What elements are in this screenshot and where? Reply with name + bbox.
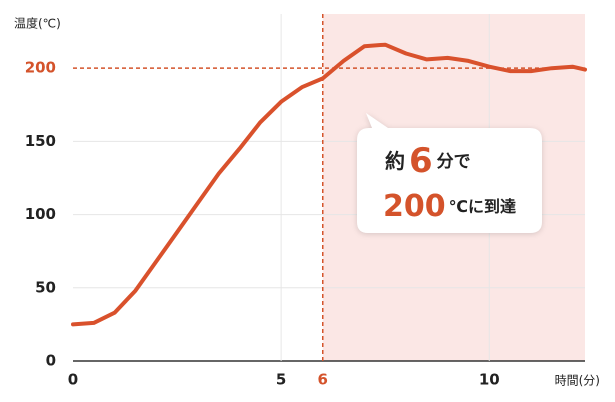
y-tick-label: 150 [25, 132, 56, 150]
y-tick-label: 100 [25, 205, 56, 223]
callout-text: 200 ℃に到達 [383, 189, 516, 224]
x-tick-label: 0 [68, 371, 78, 389]
callout: 約 6 分で 200 ℃に到達 [357, 113, 542, 233]
callout-part: 6 [409, 141, 433, 181]
y-axis-label: 温度(℃) [14, 16, 61, 31]
x-axis-label: 時間(分) [555, 374, 600, 388]
y-tick-label: 50 [35, 278, 56, 296]
callout-part: 約 [385, 149, 405, 173]
data-line [71, 42, 587, 327]
y-tick-label: 200 [25, 59, 56, 77]
x-tick-label: 6 [318, 371, 328, 389]
x-tick-label: 5 [276, 371, 286, 389]
callout-part: 200 [383, 189, 446, 224]
x-tick-label: 10 [479, 371, 500, 389]
callout-part: 分で [437, 152, 471, 172]
callout-part: ℃に到達 [449, 197, 516, 216]
callout-text: 約 6 分で [385, 141, 471, 181]
callout-box [357, 113, 542, 233]
y-tick-label: 0 [46, 352, 56, 370]
